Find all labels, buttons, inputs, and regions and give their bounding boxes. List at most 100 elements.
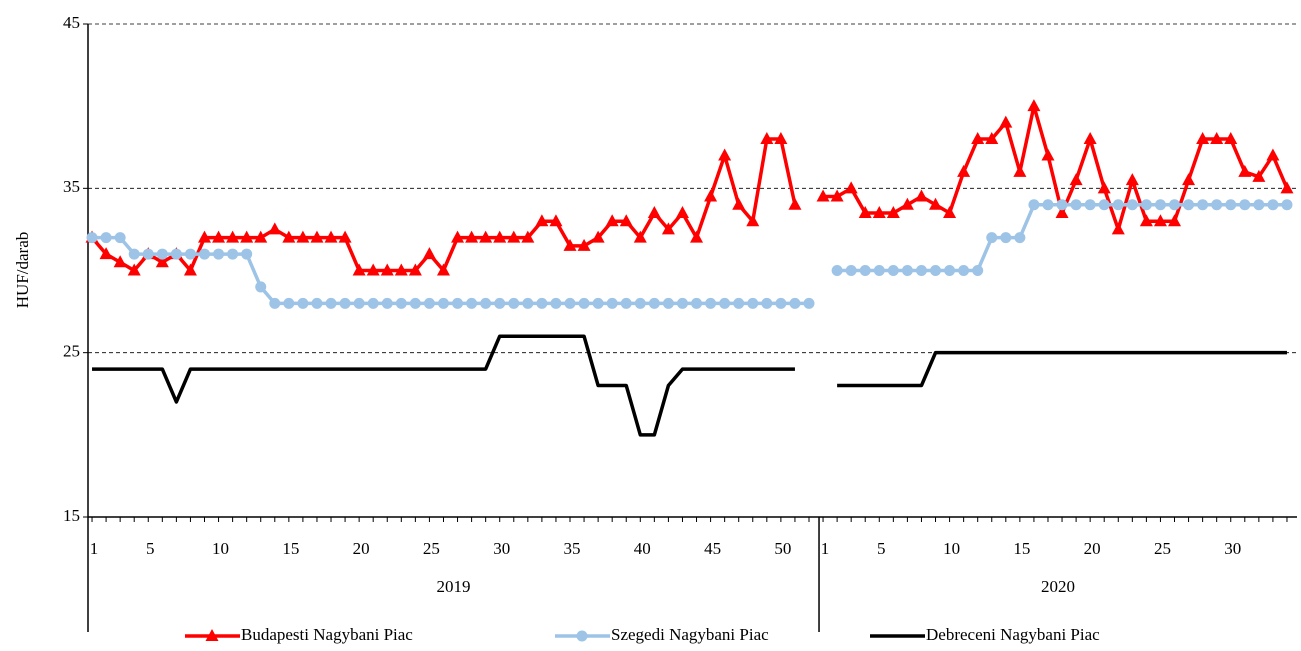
point	[930, 265, 942, 276]
point	[1211, 199, 1223, 211]
point	[493, 230, 507, 243]
point	[985, 132, 999, 145]
point	[1196, 132, 1210, 145]
x-tick-label: 50	[774, 539, 791, 558]
point	[1000, 232, 1012, 244]
point	[227, 248, 239, 260]
point	[1042, 199, 1054, 211]
point	[367, 297, 379, 309]
point	[1153, 214, 1167, 227]
point	[353, 297, 365, 309]
point	[1056, 199, 1068, 211]
point	[198, 248, 210, 260]
point	[634, 297, 646, 309]
point	[591, 230, 605, 243]
point	[380, 263, 394, 276]
point	[310, 230, 324, 243]
point	[592, 297, 604, 309]
point	[282, 230, 296, 243]
point	[128, 248, 140, 260]
point	[437, 297, 449, 309]
point	[1238, 164, 1252, 177]
point	[1027, 99, 1041, 112]
point	[691, 297, 703, 309]
point	[324, 230, 338, 243]
series-line	[90, 137, 797, 273]
point	[999, 115, 1013, 128]
point	[465, 230, 479, 243]
point	[873, 265, 885, 276]
point	[550, 297, 562, 309]
point	[788, 197, 802, 210]
point	[944, 265, 956, 276]
point	[1098, 199, 1110, 211]
point	[1140, 199, 1152, 211]
point	[1013, 164, 1027, 177]
point	[746, 214, 760, 227]
point	[563, 238, 577, 251]
point	[943, 205, 957, 218]
point	[226, 230, 240, 243]
point	[466, 297, 478, 309]
point	[690, 230, 704, 243]
point	[844, 181, 858, 194]
x-tick-label: 1	[821, 539, 830, 558]
point	[479, 230, 493, 243]
point	[1197, 199, 1209, 211]
point	[436, 263, 450, 276]
point	[845, 265, 857, 276]
point	[957, 164, 971, 177]
point	[1028, 199, 1040, 211]
point	[1253, 199, 1265, 211]
point	[366, 263, 380, 276]
point	[1266, 148, 1280, 161]
point	[155, 255, 169, 268]
point	[732, 197, 746, 210]
point	[830, 189, 844, 202]
point	[99, 247, 113, 260]
point	[1183, 199, 1195, 211]
x-tick-label: 40	[634, 539, 651, 558]
point	[1168, 214, 1182, 227]
legend-label: Szegedi Nagybani Piac	[611, 625, 769, 644]
point	[1069, 173, 1083, 186]
x-tick-label: 30	[493, 539, 510, 558]
point	[283, 297, 295, 309]
point	[1055, 205, 1069, 218]
point	[184, 248, 196, 260]
point	[296, 230, 310, 243]
x-tick-label: 35	[564, 539, 581, 558]
point	[872, 205, 886, 218]
point	[747, 297, 759, 309]
y-tick-label: 25	[63, 342, 80, 361]
point	[816, 189, 830, 202]
point	[395, 297, 407, 309]
point	[114, 232, 126, 244]
point	[789, 297, 801, 309]
point	[1252, 169, 1266, 182]
series-line	[92, 235, 809, 306]
legend-marker	[576, 630, 588, 642]
point	[394, 263, 408, 276]
point	[661, 222, 675, 235]
point	[1280, 181, 1294, 194]
point	[268, 222, 282, 235]
point	[831, 265, 843, 276]
point	[958, 265, 970, 276]
point	[859, 265, 871, 276]
point	[564, 297, 576, 309]
y-tick-label: 15	[63, 506, 80, 525]
point	[971, 132, 985, 145]
point	[605, 214, 619, 227]
point	[986, 232, 998, 244]
point	[1070, 199, 1082, 211]
point	[648, 297, 660, 309]
point	[352, 263, 366, 276]
point	[803, 297, 815, 309]
point	[100, 232, 112, 244]
series-line	[92, 334, 795, 437]
point	[213, 248, 225, 260]
point	[170, 248, 182, 260]
group-label: 2020	[1041, 577, 1075, 596]
point	[914, 189, 928, 202]
